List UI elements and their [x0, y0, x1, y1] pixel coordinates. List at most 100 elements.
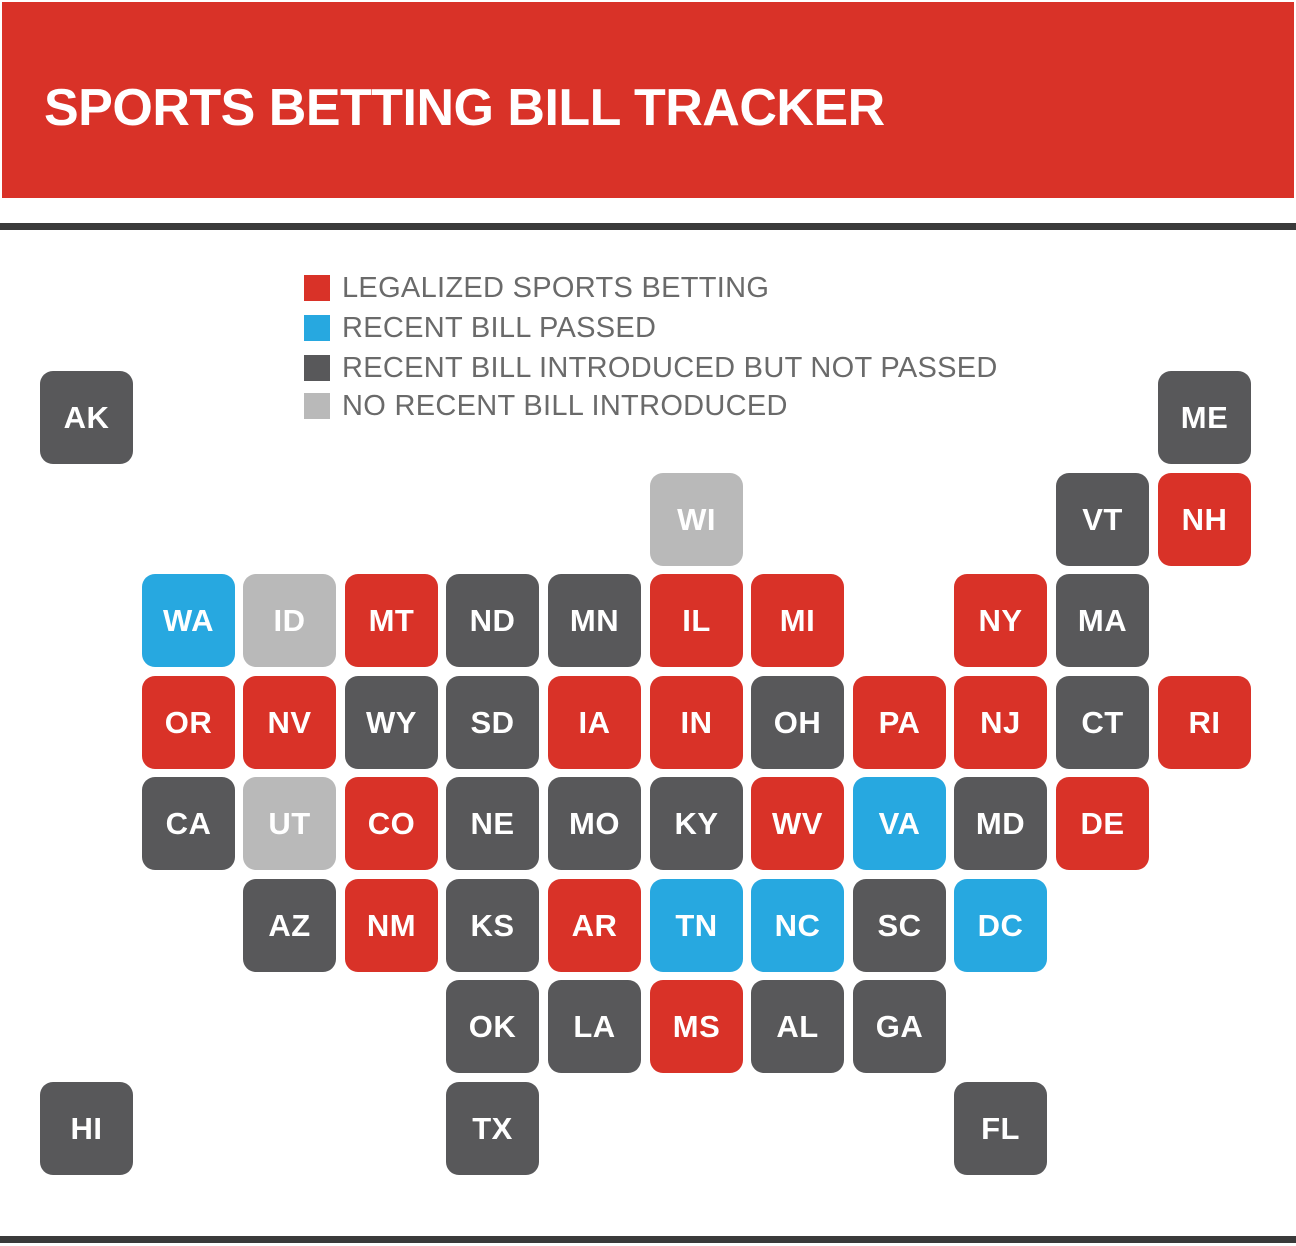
state-label: OR — [164, 704, 213, 740]
state-tile-nm: NM — [345, 879, 438, 972]
state-tile-tx: TX — [446, 1082, 539, 1175]
state-tile-ks: KS — [446, 879, 539, 972]
state-tile-ca: CA — [142, 777, 235, 870]
state-label: MN — [569, 602, 620, 638]
state-label: KS — [470, 907, 515, 943]
state-tile-ga: GA — [853, 980, 946, 1073]
legend-swatch-introduced — [304, 355, 330, 381]
state-tile-nv: NV — [243, 676, 336, 769]
state-label: PA — [878, 704, 921, 740]
state-label: IN — [680, 704, 713, 740]
state-label: DC — [977, 907, 1024, 943]
state-tile-ut: UT — [243, 777, 336, 870]
state-tile-ny: NY — [954, 574, 1047, 667]
state-tile-tn: TN — [650, 879, 743, 972]
state-tile-md: MD — [954, 777, 1047, 870]
legend-item-none: NO RECENT BILL INTRODUCED — [304, 388, 1064, 426]
state-tile-wi: WI — [650, 473, 743, 566]
state-label: OK — [468, 1008, 517, 1044]
state-label: AK — [63, 399, 110, 435]
state-label: WY — [366, 704, 417, 740]
state-label: MS — [672, 1008, 721, 1044]
state-tile-wa: WA — [142, 574, 235, 667]
state-label: HI — [70, 1110, 103, 1146]
state-tile-ct: CT — [1056, 676, 1149, 769]
state-label: DE — [1080, 805, 1125, 841]
legend-label-introduced: RECENT BILL INTRODUCED BUT NOT PASSED — [342, 352, 998, 384]
state-label: MO — [569, 805, 620, 841]
state-tile-de: DE — [1056, 777, 1149, 870]
state-tile-co: CO — [345, 777, 438, 870]
state-tile-il: IL — [650, 574, 743, 667]
state-label: VA — [878, 805, 921, 841]
bottom-divider — [0, 1236, 1296, 1243]
state-tile-oh: OH — [751, 676, 844, 769]
state-label: IA — [578, 704, 611, 740]
state-tile-ms: MS — [650, 980, 743, 1073]
state-label: OH — [773, 704, 822, 740]
legend: LEGALIZED SPORTS BETTING RECENT BILL PAS… — [304, 270, 1064, 430]
page-title: SPORTS BETTING BILL TRACKER — [44, 79, 885, 137]
state-label: ID — [273, 602, 306, 638]
state-tile-me: ME — [1158, 371, 1251, 464]
state-tile-vt: VT — [1056, 473, 1149, 566]
state-label: WA — [163, 602, 214, 638]
state-tile-al: AL — [751, 980, 844, 1073]
state-tile-ok: OK — [446, 980, 539, 1073]
state-label: AR — [571, 907, 618, 943]
state-tile-mn: MN — [548, 574, 641, 667]
state-label: NV — [267, 704, 312, 740]
top-divider — [0, 223, 1296, 230]
state-tile-ak: AK — [40, 371, 133, 464]
state-label: ND — [469, 602, 516, 638]
state-label: CO — [367, 805, 416, 841]
state-tile-az: AZ — [243, 879, 336, 972]
state-tile-ri: RI — [1158, 676, 1251, 769]
title-banner: SPORTS BETTING BILL TRACKER — [2, 2, 1294, 198]
state-label: MI — [779, 602, 816, 638]
state-tile-in: IN — [650, 676, 743, 769]
state-tile-pa: PA — [853, 676, 946, 769]
state-tile-ky: KY — [650, 777, 743, 870]
state-label: NE — [470, 805, 515, 841]
state-tile-wy: WY — [345, 676, 438, 769]
state-label: TX — [472, 1110, 513, 1146]
state-tile-wv: WV — [751, 777, 844, 870]
state-label: FL — [981, 1110, 1020, 1146]
legend-item-introduced: RECENT BILL INTRODUCED BUT NOT PASSED — [304, 350, 1064, 388]
state-label: ME — [1180, 399, 1229, 435]
state-tile-nc: NC — [751, 879, 844, 972]
state-label: UT — [268, 805, 311, 841]
state-label: IL — [682, 602, 711, 638]
state-label: AL — [776, 1008, 819, 1044]
state-tile-nj: NJ — [954, 676, 1047, 769]
state-label: MD — [975, 805, 1026, 841]
state-tile-fl: FL — [954, 1082, 1047, 1175]
legend-item-legalized: LEGALIZED SPORTS BETTING — [304, 270, 1064, 308]
legend-swatch-legalized — [304, 275, 330, 301]
state-tile-ia: IA — [548, 676, 641, 769]
state-label: SD — [470, 704, 515, 740]
state-tile-mt: MT — [345, 574, 438, 667]
state-label: AZ — [268, 907, 311, 943]
state-label: VT — [1082, 501, 1123, 537]
state-tile-sd: SD — [446, 676, 539, 769]
state-tile-la: LA — [548, 980, 641, 1073]
state-label: TN — [675, 907, 718, 943]
state-label: GA — [875, 1008, 924, 1044]
state-label: MT — [368, 602, 415, 638]
state-label: WI — [677, 501, 716, 537]
state-label: NY — [978, 602, 1023, 638]
state-label: LA — [573, 1008, 616, 1044]
state-label: NC — [774, 907, 821, 943]
state-label: KY — [674, 805, 719, 841]
state-label: CA — [165, 805, 212, 841]
state-label: NH — [1181, 501, 1228, 537]
legend-swatch-none — [304, 393, 330, 419]
state-tile-ar: AR — [548, 879, 641, 972]
state-tile-nh: NH — [1158, 473, 1251, 566]
legend-swatch-passed — [304, 315, 330, 341]
legend-label-passed: RECENT BILL PASSED — [342, 312, 657, 344]
state-tile-or: OR — [142, 676, 235, 769]
state-label: NJ — [980, 704, 1021, 740]
